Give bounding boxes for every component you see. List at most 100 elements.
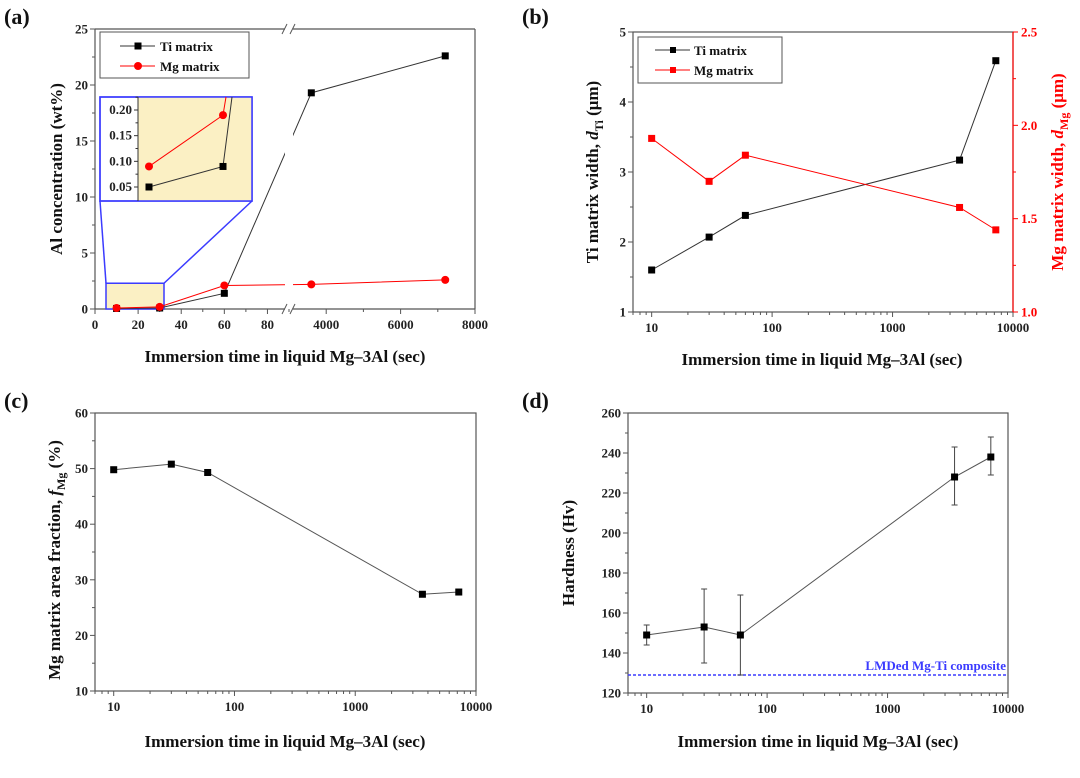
xlabel-d: Immersion time in liquid Mg–3Al (sec) (678, 732, 959, 751)
x-tick-label: 80 (261, 317, 274, 332)
legend-marker (670, 67, 676, 73)
inset-y-tick-label: 0.20 (109, 102, 132, 117)
y-tick-label: 1 (620, 305, 627, 320)
y-tick-label: 10 (75, 190, 88, 205)
data-point (987, 453, 995, 461)
legend: Ti matrix Mg matrix (637, 36, 783, 84)
data-point-ti (307, 89, 315, 97)
inset-y-tick-label: 0.10 (109, 153, 132, 168)
y-tick-label: 30 (75, 572, 88, 587)
x-tick-label: 1000 (875, 701, 901, 716)
x-tick-label: 20 (132, 317, 145, 332)
x-tick-label: 10 (107, 699, 120, 714)
y-tick-label: 4 (620, 95, 627, 110)
y-tick-label: 3 (620, 165, 627, 180)
panel-c: 10 100 1000 10000 10 20 30 40 50 60 (75, 406, 492, 715)
x-tick-label: 10000 (997, 320, 1030, 335)
data-point (951, 473, 959, 481)
data-point-mg (155, 302, 164, 311)
panel-b: 10 100 1000 10000 1 2 3 4 5 1.0 1.5 2.0 2.5 Ti matrix… (620, 25, 1038, 336)
xlabel-b: Immersion time in liquid Mg–3Al (sec) (682, 350, 963, 369)
y-tick-label: 260 (602, 406, 622, 421)
legend-label: Mg matrix (694, 63, 754, 78)
panel-label-d: (d) (522, 388, 549, 413)
legend: Ti matrix Mg matrix (99, 31, 250, 79)
ylabel-b-right-sub: Mg (1057, 113, 1071, 130)
y-tick-label: 160 (602, 606, 622, 621)
ylabel-d: Hardness (Hv) (559, 500, 578, 606)
inset-plot-area (138, 97, 252, 201)
inset-connector (99, 200, 107, 284)
x-tick-label: 1000 (342, 699, 368, 714)
y-tick-label: 220 (602, 486, 622, 501)
ylabel-b: Ti matrix width, dTi (μm) (583, 81, 606, 263)
axis-break-mark (289, 303, 296, 315)
plot-frame (627, 412, 1009, 694)
ylabel-b-main: Ti matrix width, (583, 140, 602, 263)
legend-label: Ti matrix (694, 43, 747, 58)
data-point-ti (741, 211, 749, 219)
y-tick-label: 25 (75, 22, 89, 37)
legend-marker (670, 47, 676, 53)
ylabel-b-sub: Ti (592, 120, 606, 132)
series-line (113, 463, 459, 595)
x-tick-label: 40 (175, 317, 188, 332)
x-tick-label: 10 (645, 320, 658, 335)
ylabel-c: Mg matrix area fraction, fMg (%) (45, 440, 68, 680)
right-y-tick-label: 2.5 (1021, 25, 1038, 40)
data-point-ti (441, 52, 449, 60)
y-tick-label: 2 (620, 235, 627, 250)
x-tick-label: 0 (92, 317, 99, 332)
x-tick-label: 10 (640, 701, 653, 716)
y-tick-label: 5 (620, 25, 627, 40)
data-point-mg (220, 281, 229, 290)
y-tick-label: 180 (602, 566, 622, 581)
inset-connector (163, 200, 253, 284)
data-point-ti (648, 266, 656, 274)
data-point (736, 631, 744, 639)
panel-label-a: (a) (4, 4, 30, 29)
data-point-mg (705, 177, 713, 185)
panel-a: 0 20 40 60 80 4000 6000 8000 0 5 10 15 20 25 0.05 0.10 0… (75, 22, 488, 333)
data-point (204, 468, 212, 476)
legend-box (99, 31, 250, 79)
inset-y-tick-label: 0.15 (109, 128, 132, 143)
x-tick-label: 10000 (460, 699, 493, 714)
data-point (110, 466, 118, 474)
legend-label: Mg matrix (160, 59, 220, 74)
y-tick-label: 140 (602, 646, 622, 661)
ylabel-c-sub: Mg (54, 473, 68, 490)
x-tick-label: 100 (225, 699, 245, 714)
reference-line-label: LMDed Mg-Ti composite (865, 658, 1006, 673)
ylabel-c-unit: (%) (45, 440, 64, 473)
ylabel-c-var: f (45, 488, 64, 496)
data-point-ti (220, 289, 228, 297)
y-tick-label: 40 (75, 517, 88, 532)
axis-break-mark (281, 303, 288, 315)
inset-border (99, 96, 253, 202)
series-line-mg (116, 279, 446, 309)
ylabel-c-main: Mg matrix area fraction, (45, 496, 64, 680)
data-point (643, 631, 651, 639)
y-tick-label: 50 (75, 461, 88, 476)
xlabel-a: Immersion time in liquid Mg–3Al (sec) (145, 347, 426, 366)
ylabel-b-right-var: d (1048, 129, 1067, 138)
panel-d: 10 100 1000 10000 120 140 160 180 200 220 240 260 LM… (602, 406, 1025, 717)
x-tick-label: 60 (218, 317, 231, 332)
data-point (700, 623, 708, 631)
data-point-mg (992, 226, 1000, 234)
axis-break-mark (289, 23, 296, 35)
plot-frame (94, 412, 477, 692)
y-tick-label: 10 (75, 684, 88, 699)
data-point-ti (992, 57, 1000, 65)
legend-label: Ti matrix (160, 39, 213, 54)
y-tick-label: 240 (602, 446, 622, 461)
ylabel-b-unit: (μm) (583, 81, 602, 120)
right-y-tick-label: 1.0 (1021, 305, 1037, 320)
y-tick-label: 60 (75, 406, 88, 421)
x-tick-label: 6000 (388, 317, 414, 332)
data-point-mg (956, 203, 964, 211)
x-tick-label: 100 (757, 701, 777, 716)
inset-y-tick-label: 0.05 (109, 179, 132, 194)
